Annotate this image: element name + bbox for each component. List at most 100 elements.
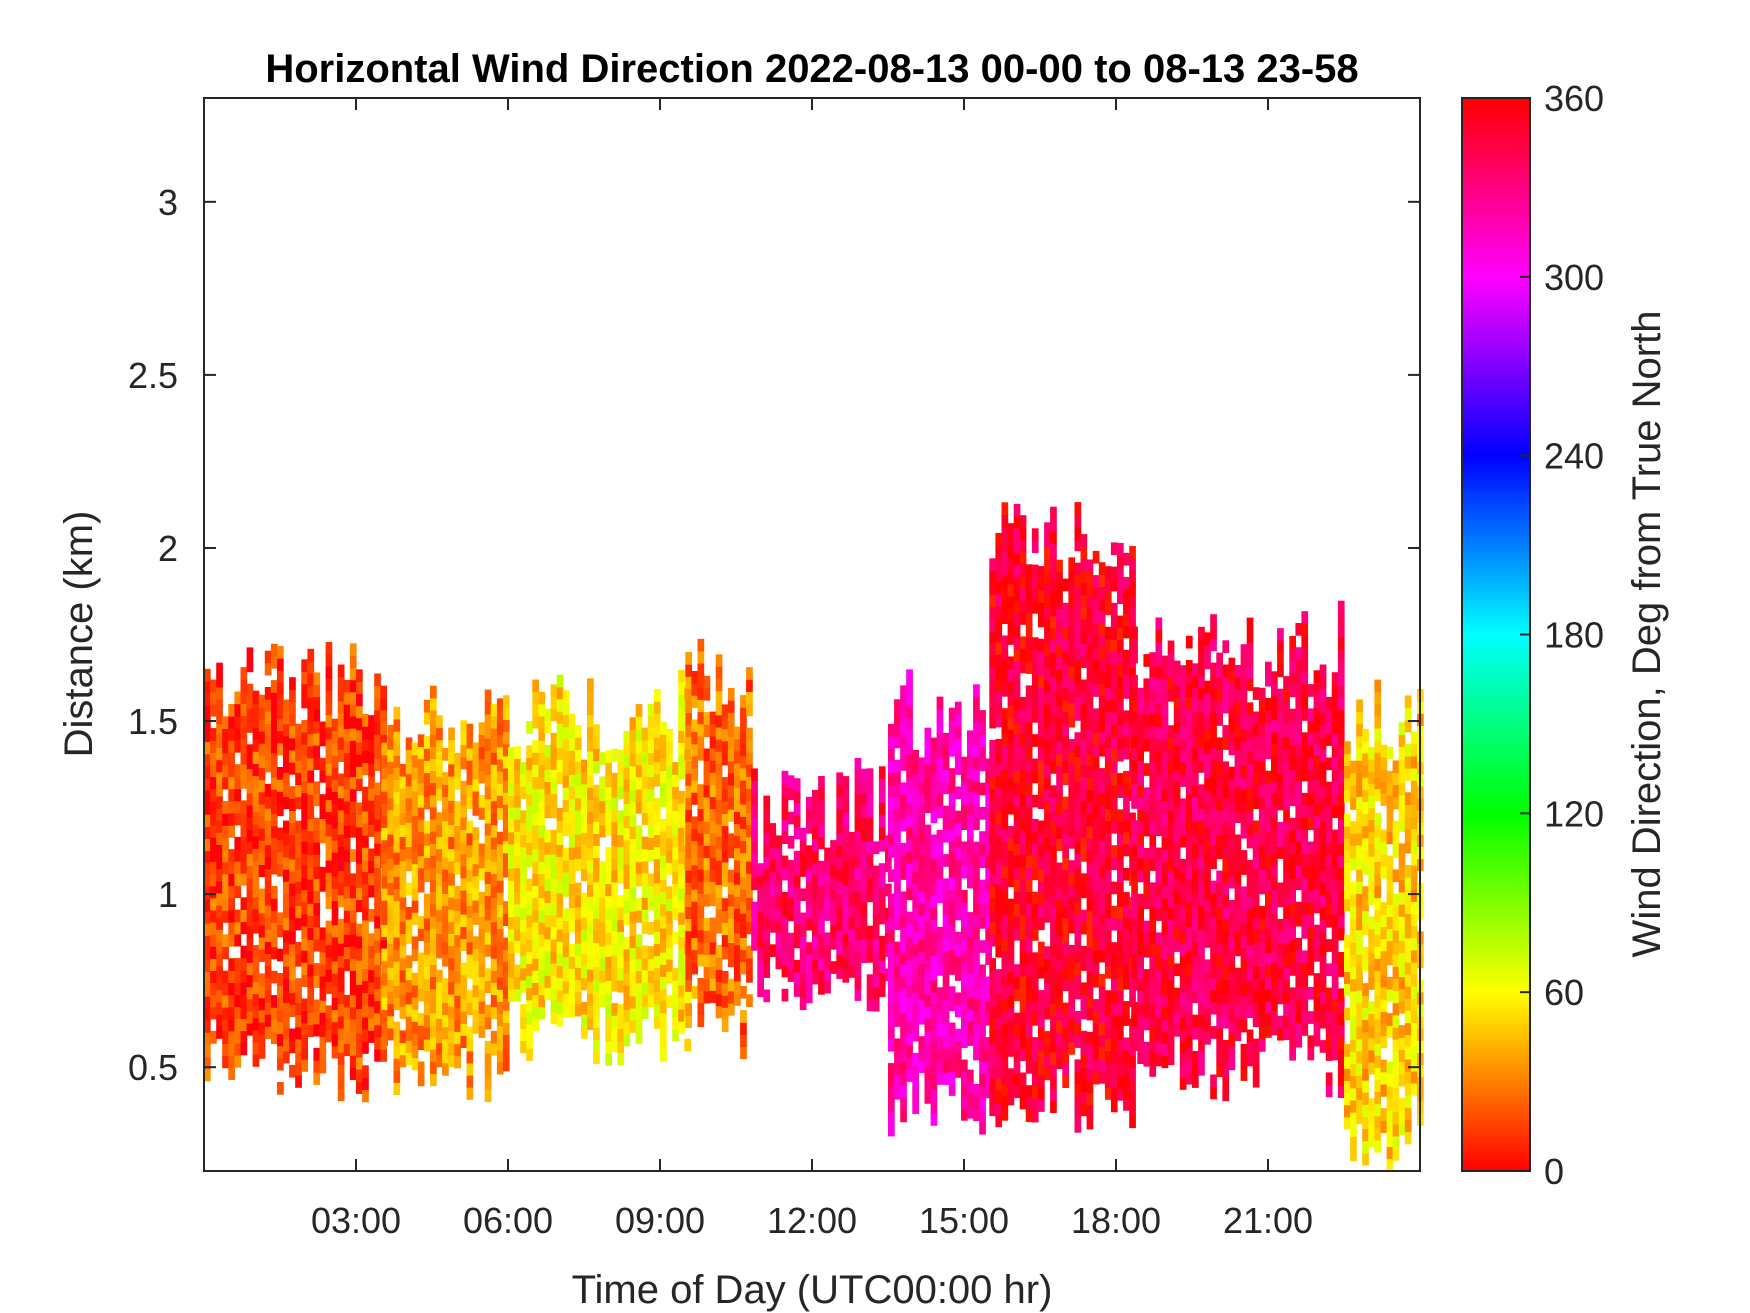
heatmap-cell	[906, 875, 913, 889]
heatmap-cell	[1173, 890, 1181, 904]
heatmap-cell	[210, 740, 217, 753]
heatmap-cell	[337, 700, 345, 714]
heatmap-cell	[740, 840, 747, 854]
heatmap-cell	[1110, 978, 1118, 992]
heatmap-cell	[599, 752, 606, 765]
heatmap-cell	[860, 768, 868, 782]
heatmap-cell	[246, 817, 254, 830]
heatmap-cell	[349, 655, 357, 669]
heatmap-cell	[900, 758, 907, 771]
heatmap-cell	[781, 904, 789, 917]
heatmap-cell	[666, 753, 673, 766]
heatmap-cell	[995, 896, 1003, 910]
heatmap-cell	[685, 894, 692, 907]
heatmap-cell	[1252, 1050, 1260, 1064]
heatmap-cell	[1143, 1005, 1151, 1019]
heatmap-cell	[954, 907, 962, 921]
heatmap-cell	[812, 874, 819, 888]
heatmap-cell	[1131, 650, 1138, 664]
heatmap-cell	[1117, 894, 1124, 907]
heatmap-cell	[672, 907, 679, 921]
heatmap-cell	[1019, 1024, 1027, 1037]
heatmap-cell	[1137, 990, 1144, 1004]
heatmap-cell	[337, 1003, 345, 1017]
heatmap-cell	[924, 873, 932, 886]
heatmap-cell	[204, 971, 211, 985]
heatmap-cell	[781, 928, 789, 941]
heatmap-cell	[985, 1012, 992, 1026]
heatmap-cell	[210, 752, 217, 765]
heatmap-cell	[647, 897, 655, 911]
heatmap-cell	[264, 747, 272, 761]
heatmap-cell	[587, 799, 594, 813]
heatmap-cell	[204, 1020, 211, 1033]
heatmap-cell	[289, 943, 296, 957]
heatmap-cell	[526, 1024, 533, 1037]
heatmap-cell	[466, 723, 474, 737]
heatmap-cell	[460, 829, 468, 843]
heatmap-cell	[393, 949, 401, 962]
heatmap-cell	[436, 727, 443, 741]
heatmap-cell	[1143, 690, 1151, 704]
heatmap-cell	[1252, 990, 1260, 1003]
heatmap-cell	[1056, 923, 1063, 936]
heatmap-cell	[538, 825, 546, 838]
heatmap-cell	[1137, 918, 1144, 931]
heatmap-cell	[1246, 956, 1254, 970]
heatmap-cell	[1104, 1050, 1112, 1064]
heatmap-cell	[331, 803, 339, 817]
heatmap-cell	[979, 734, 986, 747]
heatmap-cell	[295, 1002, 302, 1016]
heatmap-cell	[703, 881, 711, 895]
heatmap-cell	[1192, 869, 1199, 882]
heatmap-cell	[1131, 699, 1138, 712]
heatmap-cell	[961, 914, 968, 927]
heatmap-cell	[685, 809, 692, 823]
heatmap-cell	[751, 925, 758, 939]
heatmap-cell	[1001, 768, 1009, 782]
heatmap-cell	[967, 815, 974, 828]
heatmap-cell	[740, 864, 747, 878]
heatmap-cell	[967, 754, 974, 768]
heatmap-cell	[1137, 760, 1144, 774]
heatmap-cell	[769, 823, 777, 836]
heatmap-cell	[973, 853, 980, 867]
heatmap-cell	[1013, 964, 1021, 977]
heatmap-cell	[936, 842, 944, 855]
heatmap-cell	[374, 1012, 381, 1026]
heatmap-cell	[258, 888, 266, 902]
heatmap-cell	[387, 737, 395, 750]
heatmap-cell	[715, 799, 723, 813]
heatmap-cell	[973, 878, 980, 891]
heatmap-cell	[860, 841, 868, 855]
heatmap-cell	[1031, 819, 1039, 832]
heatmap-cell	[478, 891, 486, 905]
heatmap-cell	[1234, 664, 1242, 678]
heatmap-cell	[325, 811, 333, 825]
heatmap-cell	[1123, 722, 1130, 736]
heatmap-cell	[685, 1015, 692, 1029]
heatmap-cell	[1155, 641, 1163, 655]
heatmap-cell	[1123, 710, 1130, 724]
heatmap-cell	[727, 724, 735, 737]
heatmap-cell	[405, 1028, 413, 1041]
heatmap-cell	[496, 892, 504, 905]
heatmap-cell	[989, 570, 996, 584]
heatmap-cell	[799, 852, 807, 865]
heatmap-cell	[204, 705, 211, 718]
heatmap-cell	[1092, 902, 1100, 915]
heatmap-cell	[289, 834, 296, 848]
heatmap-cell	[423, 711, 431, 725]
heatmap-cell	[1044, 534, 1051, 548]
heatmap-cell	[866, 853, 874, 866]
heatmap-cell	[740, 828, 747, 842]
heatmap-cell	[954, 931, 962, 945]
heatmap-cell	[393, 755, 401, 768]
heatmap-cell	[629, 886, 637, 900]
heatmap-cell	[574, 749, 582, 762]
heatmap-cell	[641, 969, 649, 983]
heatmap-cell	[979, 879, 986, 893]
heatmap-cell	[1056, 596, 1063, 609]
heatmap-cell	[995, 1114, 1003, 1128]
heatmap-cell	[709, 760, 717, 773]
